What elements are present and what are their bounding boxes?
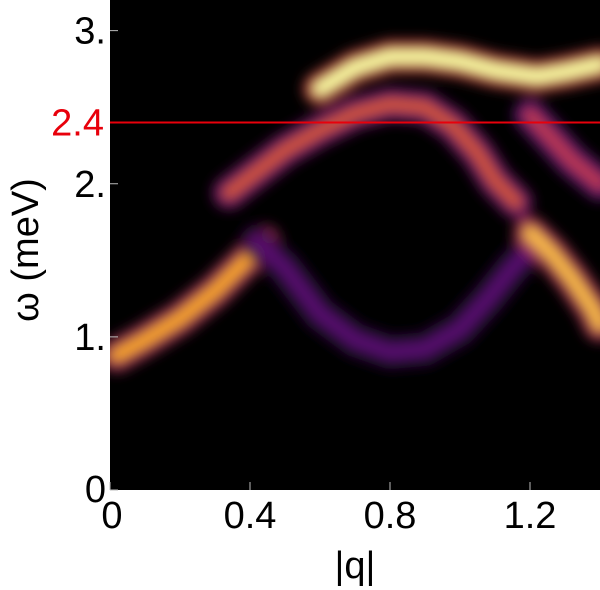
x-tick-label: 0 [101,495,122,537]
y-tick-label: 2. [74,164,106,206]
y-tick-label: 0 [85,469,106,511]
y-axis-ticks: 0 1. 2. 3. [74,11,118,511]
spectral-band-1 [110,234,271,363]
y-tick-label: 3. [74,11,106,53]
y-tick-label: 1. [74,317,106,359]
reference-line-label: 2.4 [51,103,104,145]
x-axis-label: |q| [335,545,376,587]
spectral-band-6 [523,107,600,191]
y-axis-label: ω (meV) [5,178,47,322]
spectral-band-3 [250,234,544,360]
x-axis-ticks: 0 0.4 0.8 1.2 [101,482,556,537]
x-tick-label: 0.8 [364,495,417,537]
spectral-band-2 [222,97,523,210]
x-tick-label: 0.4 [224,495,277,537]
spectral-band-5 [523,225,600,332]
reference-line-group: 2.4 [51,103,600,145]
spectral-bands [110,39,600,373]
spectral-band-4 [313,49,600,96]
x-tick-label: 1.2 [504,495,557,537]
